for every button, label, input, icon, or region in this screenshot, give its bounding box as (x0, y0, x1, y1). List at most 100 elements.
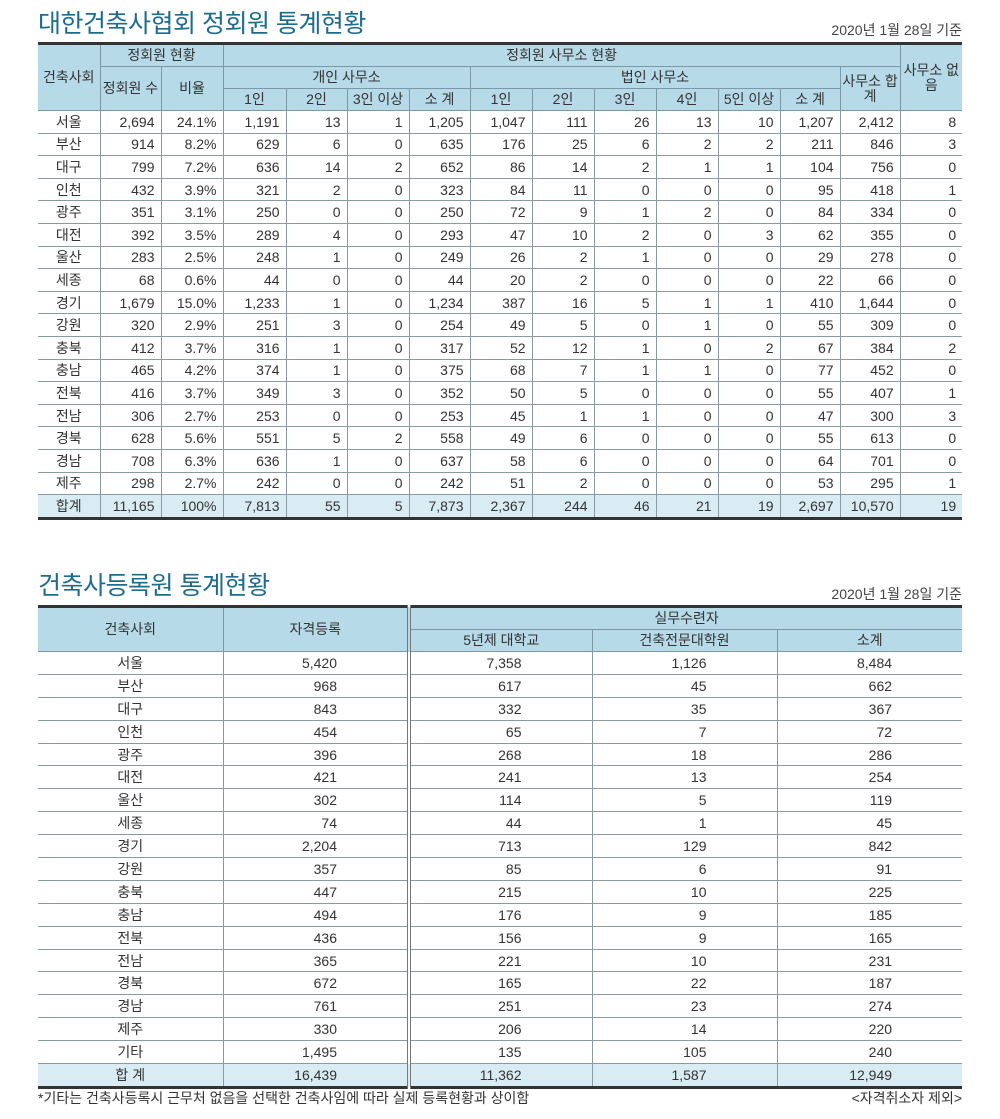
value-cell: 355 (839, 223, 901, 247)
value-cell: 67 (779, 336, 841, 360)
value-cell: 454 (222, 720, 409, 744)
header-office-total: 사무소 합계 (839, 66, 901, 111)
value-cell: 9 (591, 903, 777, 927)
value-cell: 3.1% (160, 200, 224, 224)
value-cell: 652 (408, 155, 471, 179)
value-cell: 5 (285, 426, 348, 450)
value-cell: 0 (717, 449, 781, 473)
footnote: *기타는 건축사등록시 근무처 없음을 선택한 건축사임에 따라 실제 등록현황… (38, 1090, 530, 1106)
table-row: 대구 843 332 35 367 (38, 697, 963, 721)
value-cell: 7,813 (222, 494, 287, 520)
value-cell: 0 (717, 472, 781, 496)
value-cell: 1,207 (779, 110, 841, 134)
value-cell: 617 (407, 674, 592, 698)
value-cell: 2,697 (779, 494, 841, 520)
header-corporate: 법인 사무소 (469, 66, 841, 89)
header-subtotal: 소계 (776, 629, 963, 652)
region-cell: 부산 (38, 674, 223, 698)
value-cell: 45 (469, 404, 533, 428)
value-cell: 708 (99, 449, 161, 473)
value-cell: 13 (655, 110, 719, 134)
value-cell: 111 (531, 110, 595, 134)
value-cell: 1 (899, 472, 963, 496)
value-cell: 0 (655, 472, 719, 496)
value-cell: 11,362 (407, 1063, 592, 1089)
value-cell: 309 (839, 313, 901, 337)
value-cell: 129 (591, 834, 777, 859)
value-cell: 0 (346, 291, 410, 315)
value-cell: 0 (717, 200, 781, 224)
value-cell: 62 (779, 223, 841, 247)
value-cell: 2.5% (160, 246, 224, 270)
value-cell: 14 (531, 155, 595, 179)
region-cell: 강원 (38, 313, 100, 337)
region-cell: 경기 (38, 291, 100, 315)
value-cell: 2 (285, 178, 348, 202)
value-cell: 3 (285, 381, 348, 405)
value-cell: 248 (222, 246, 287, 270)
value-cell: 274 (776, 994, 963, 1019)
value-cell: 0 (346, 313, 410, 337)
value-cell: 0 (285, 268, 348, 292)
value-cell: 22 (591, 971, 777, 996)
region-cell: 경기 (38, 834, 223, 859)
value-cell: 0 (899, 426, 963, 450)
value-cell: 2 (593, 223, 657, 247)
header-ratio: 비율 (160, 66, 224, 111)
value-cell: 289 (222, 223, 287, 247)
value-cell: 16 (531, 291, 595, 315)
value-cell: 3 (899, 133, 963, 157)
value-cell: 1 (717, 291, 781, 315)
value-cell: 156 (407, 926, 592, 950)
value-cell: 6 (531, 449, 595, 473)
region-cell: 울산 (38, 246, 100, 270)
value-cell: 8,484 (776, 651, 963, 675)
table-row: 전북 416 3.7% 349 3 0 352 50 5 0 0 0 55 407 1 (38, 381, 963, 405)
value-cell: 221 (407, 949, 592, 973)
region-cell: 전북 (38, 926, 223, 950)
value-cell: 293 (408, 223, 471, 247)
value-cell: 3 (899, 404, 963, 428)
region-cell: 인천 (38, 720, 223, 744)
value-cell: 12 (531, 336, 595, 360)
table-row: 울산 302 114 5 119 (38, 788, 963, 813)
value-cell: 3.9% (160, 178, 224, 202)
value-cell: 215 (407, 880, 592, 904)
value-cell: 3.7% (160, 381, 224, 405)
value-cell: 0 (346, 268, 410, 292)
value-cell: 3.5% (160, 223, 224, 247)
header-member-status: 정회원 현황 (99, 42, 224, 67)
value-cell: 332 (407, 697, 592, 721)
value-cell: 84 (779, 200, 841, 224)
value-cell: 7 (531, 359, 595, 383)
value-cell: 84 (469, 178, 533, 202)
value-cell: 0 (899, 246, 963, 270)
value-cell: 13 (591, 765, 777, 790)
value-cell: 0 (593, 449, 657, 473)
value-cell: 0 (346, 200, 410, 224)
value-cell: 5 (531, 313, 595, 337)
region-cell: 경남 (38, 449, 100, 473)
value-cell: 317 (408, 336, 471, 360)
value-cell: 2,694 (99, 110, 161, 134)
value-cell: 1 (591, 811, 777, 836)
registration-stats-basis-date: 2020년 1월 28일 기준 (831, 586, 962, 602)
value-cell: 0 (285, 200, 348, 224)
table-row: 대전 421 241 13 254 (38, 765, 963, 790)
value-cell: 23 (591, 994, 777, 1019)
value-cell: 104 (779, 155, 841, 179)
value-cell: 44 (407, 811, 592, 836)
exclusion-note: <자격취소자 제외> (851, 1090, 962, 1106)
value-cell: 55 (779, 426, 841, 450)
value-cell: 55 (285, 494, 348, 520)
value-cell: 1 (593, 246, 657, 270)
value-cell: 58 (469, 449, 533, 473)
value-cell: 176 (469, 133, 533, 157)
value-cell: 1 (899, 178, 963, 202)
header-registered: 자격등록 (222, 605, 410, 652)
value-cell: 756 (839, 155, 901, 179)
header-ind-3plus: 3인 이상 (346, 88, 410, 111)
value-cell: 1,234 (408, 291, 471, 315)
value-cell: 0 (346, 472, 410, 496)
value-cell: 412 (99, 336, 161, 360)
